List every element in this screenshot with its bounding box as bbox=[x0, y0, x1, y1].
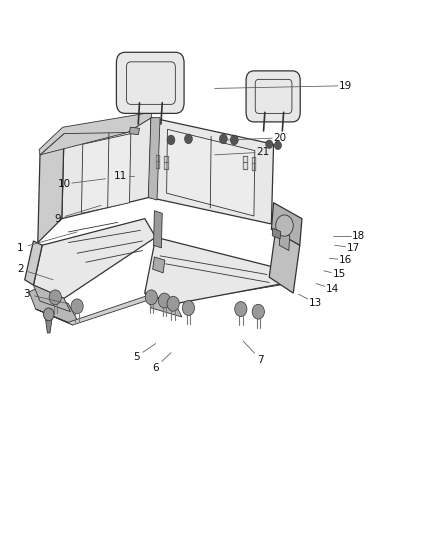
Text: 18: 18 bbox=[352, 231, 365, 241]
Polygon shape bbox=[81, 134, 131, 213]
Text: 7: 7 bbox=[257, 354, 264, 365]
Polygon shape bbox=[149, 118, 274, 224]
Text: 5: 5 bbox=[133, 352, 139, 362]
Circle shape bbox=[252, 304, 265, 319]
Text: 1: 1 bbox=[17, 243, 24, 253]
Text: 6: 6 bbox=[152, 362, 159, 373]
Polygon shape bbox=[145, 280, 289, 303]
Text: 21: 21 bbox=[256, 147, 269, 157]
Polygon shape bbox=[62, 118, 151, 219]
Polygon shape bbox=[130, 127, 140, 135]
FancyBboxPatch shape bbox=[246, 71, 300, 122]
Polygon shape bbox=[145, 293, 182, 317]
Circle shape bbox=[43, 308, 54, 321]
Circle shape bbox=[167, 296, 179, 311]
Polygon shape bbox=[45, 317, 52, 333]
Text: 20: 20 bbox=[274, 133, 287, 143]
Polygon shape bbox=[29, 288, 77, 325]
Text: 16: 16 bbox=[339, 255, 352, 264]
Circle shape bbox=[184, 134, 192, 144]
Polygon shape bbox=[40, 118, 151, 155]
Polygon shape bbox=[148, 118, 160, 200]
Circle shape bbox=[230, 135, 238, 145]
Polygon shape bbox=[33, 219, 155, 298]
Polygon shape bbox=[153, 211, 162, 248]
Text: 10: 10 bbox=[57, 179, 71, 189]
Text: 9: 9 bbox=[54, 214, 61, 224]
Circle shape bbox=[145, 290, 157, 305]
Text: 17: 17 bbox=[347, 243, 360, 253]
Text: 11: 11 bbox=[114, 171, 127, 181]
Circle shape bbox=[167, 135, 175, 145]
Polygon shape bbox=[35, 296, 153, 325]
Text: 3: 3 bbox=[24, 289, 30, 299]
Text: 19: 19 bbox=[339, 81, 352, 91]
Circle shape bbox=[219, 134, 227, 144]
Polygon shape bbox=[272, 228, 281, 239]
Circle shape bbox=[158, 293, 170, 308]
Polygon shape bbox=[38, 134, 64, 243]
Polygon shape bbox=[272, 203, 302, 245]
Text: 13: 13 bbox=[308, 297, 321, 308]
Polygon shape bbox=[269, 229, 300, 293]
Text: 15: 15 bbox=[332, 270, 346, 279]
Polygon shape bbox=[33, 285, 71, 312]
FancyBboxPatch shape bbox=[117, 52, 184, 114]
Circle shape bbox=[266, 140, 273, 149]
Text: 14: 14 bbox=[326, 284, 339, 294]
Circle shape bbox=[182, 301, 194, 316]
Polygon shape bbox=[39, 112, 151, 155]
Circle shape bbox=[49, 290, 61, 305]
Polygon shape bbox=[145, 237, 289, 304]
Polygon shape bbox=[152, 257, 165, 273]
Circle shape bbox=[71, 299, 83, 314]
Circle shape bbox=[235, 302, 247, 317]
Circle shape bbox=[276, 215, 293, 236]
Text: 2: 2 bbox=[17, 264, 24, 274]
Polygon shape bbox=[25, 241, 42, 285]
Polygon shape bbox=[279, 232, 290, 251]
Circle shape bbox=[275, 141, 282, 150]
Polygon shape bbox=[166, 130, 255, 216]
